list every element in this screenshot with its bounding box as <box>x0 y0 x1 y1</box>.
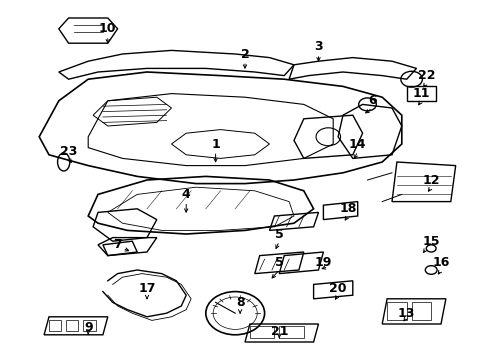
Bar <box>279 326 304 338</box>
Text: 21: 21 <box>270 325 288 338</box>
Text: 14: 14 <box>349 138 367 150</box>
Text: 15: 15 <box>422 235 440 248</box>
Text: 6: 6 <box>368 94 377 107</box>
Text: 1: 1 <box>211 138 220 150</box>
Text: 23: 23 <box>60 145 77 158</box>
Bar <box>250 326 274 338</box>
Text: 18: 18 <box>339 202 357 215</box>
Text: 5: 5 <box>275 256 284 269</box>
Bar <box>49 320 61 331</box>
Bar <box>387 302 407 320</box>
Text: 2: 2 <box>241 48 249 60</box>
Text: 5: 5 <box>275 228 284 240</box>
Bar <box>412 302 431 320</box>
Text: 13: 13 <box>398 307 416 320</box>
Text: 16: 16 <box>432 256 450 269</box>
Text: 12: 12 <box>422 174 440 186</box>
Text: 7: 7 <box>113 238 122 251</box>
Bar <box>66 320 78 331</box>
Bar <box>83 320 96 331</box>
Text: 4: 4 <box>182 188 191 201</box>
Text: 11: 11 <box>413 87 430 100</box>
Text: 10: 10 <box>99 22 117 35</box>
Text: 20: 20 <box>329 282 347 294</box>
Text: 3: 3 <box>314 40 323 53</box>
Text: 8: 8 <box>236 296 245 309</box>
Text: 9: 9 <box>84 321 93 334</box>
Text: 22: 22 <box>417 69 435 82</box>
Text: 17: 17 <box>138 282 156 294</box>
Text: 19: 19 <box>315 256 332 269</box>
